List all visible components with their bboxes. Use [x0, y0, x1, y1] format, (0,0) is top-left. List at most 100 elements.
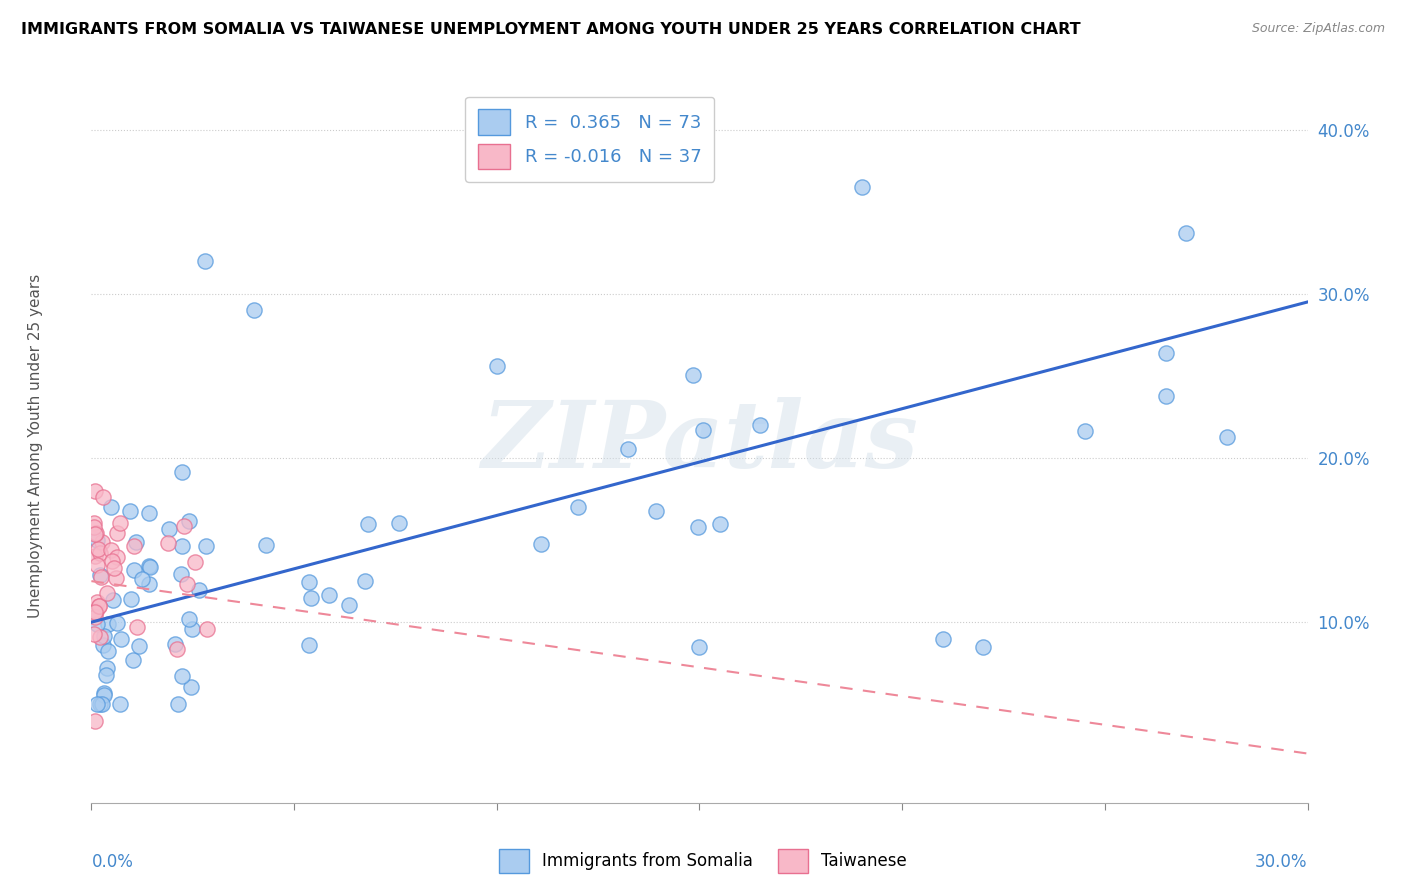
Point — [83, 627, 105, 641]
Point — [86, 558, 108, 572]
Point — [194, 253, 217, 268]
Point — [93, 629, 115, 643]
Point — [105, 616, 128, 631]
Point — [122, 653, 145, 667]
Point — [156, 536, 179, 550]
Point — [131, 572, 153, 586]
Point — [89, 698, 111, 712]
Text: 0.0%: 0.0% — [91, 854, 134, 871]
Point — [120, 591, 142, 606]
Point — [125, 535, 148, 549]
Point — [163, 637, 186, 651]
Point — [242, 303, 264, 318]
Point — [87, 599, 110, 614]
Point — [184, 555, 207, 569]
Point — [1154, 346, 1177, 360]
Point — [187, 582, 209, 597]
Point — [96, 667, 118, 681]
Point — [96, 661, 118, 675]
Point — [84, 525, 107, 540]
Point — [157, 522, 180, 536]
Point — [1175, 227, 1198, 241]
Point — [89, 568, 111, 582]
Point — [105, 571, 128, 585]
Point — [93, 686, 115, 700]
Point — [103, 561, 125, 575]
Point — [90, 569, 112, 583]
Point — [931, 632, 953, 646]
Point — [84, 526, 107, 541]
Text: ZIPatlas: ZIPatlas — [481, 397, 918, 486]
Point — [172, 668, 194, 682]
Point — [108, 516, 131, 530]
Point — [172, 465, 194, 479]
Point — [357, 517, 380, 532]
Point — [86, 698, 108, 712]
Point — [318, 588, 340, 602]
Point — [298, 575, 321, 590]
Point — [84, 605, 107, 619]
Point — [87, 599, 110, 614]
Point — [1154, 388, 1177, 402]
Point — [83, 549, 105, 563]
Point — [128, 639, 150, 653]
Text: 30.0%: 30.0% — [1256, 854, 1308, 871]
Point — [110, 698, 132, 712]
Point — [139, 559, 162, 574]
Point — [179, 612, 201, 626]
Point — [298, 638, 321, 652]
Point — [972, 640, 994, 654]
Point — [110, 632, 132, 646]
Point — [299, 591, 322, 606]
Point — [170, 566, 193, 581]
Point — [173, 519, 195, 533]
Point — [180, 680, 202, 694]
Point — [83, 516, 105, 531]
Text: Unemployment Among Youth under 25 years: Unemployment Among Youth under 25 years — [28, 274, 42, 618]
Point — [91, 490, 114, 504]
Point — [84, 610, 107, 624]
Text: IMMIGRANTS FROM SOMALIA VS TAIWANESE UNEMPLOYMENT AMONG YOUTH UNDER 25 YEARS COR: IMMIGRANTS FROM SOMALIA VS TAIWANESE UNE… — [21, 22, 1081, 37]
Point — [122, 563, 145, 577]
Point — [1073, 424, 1095, 438]
Point — [530, 537, 553, 551]
Point — [176, 576, 198, 591]
Point — [86, 541, 108, 556]
Point — [166, 698, 188, 712]
Point — [645, 504, 668, 518]
Point — [353, 574, 375, 588]
Point — [105, 526, 128, 541]
Point — [86, 594, 108, 608]
Point — [254, 537, 277, 551]
Point — [86, 616, 108, 631]
Point — [89, 630, 111, 644]
Point — [388, 516, 411, 531]
Point — [118, 504, 141, 518]
Point — [91, 638, 114, 652]
Point — [100, 500, 122, 515]
Point — [122, 539, 145, 553]
Point — [567, 500, 589, 515]
Point — [93, 688, 115, 702]
Point — [851, 180, 873, 194]
Point — [96, 585, 118, 599]
Point — [125, 620, 148, 634]
Point — [89, 546, 111, 560]
Point — [170, 539, 193, 553]
Point — [177, 514, 200, 528]
Point — [84, 483, 107, 498]
Point — [617, 442, 640, 456]
Point — [688, 640, 710, 654]
Point — [181, 622, 204, 636]
Legend: R =  0.365   N = 73, R = -0.016   N = 37: R = 0.365 N = 73, R = -0.016 N = 37 — [465, 96, 714, 182]
Point — [84, 714, 107, 728]
Point — [91, 534, 114, 549]
Point — [97, 644, 120, 658]
Point — [194, 540, 217, 554]
Point — [138, 506, 160, 520]
Point — [337, 599, 360, 613]
Point — [682, 368, 704, 382]
Point — [83, 520, 105, 534]
Point — [709, 516, 731, 531]
Point — [101, 553, 124, 567]
